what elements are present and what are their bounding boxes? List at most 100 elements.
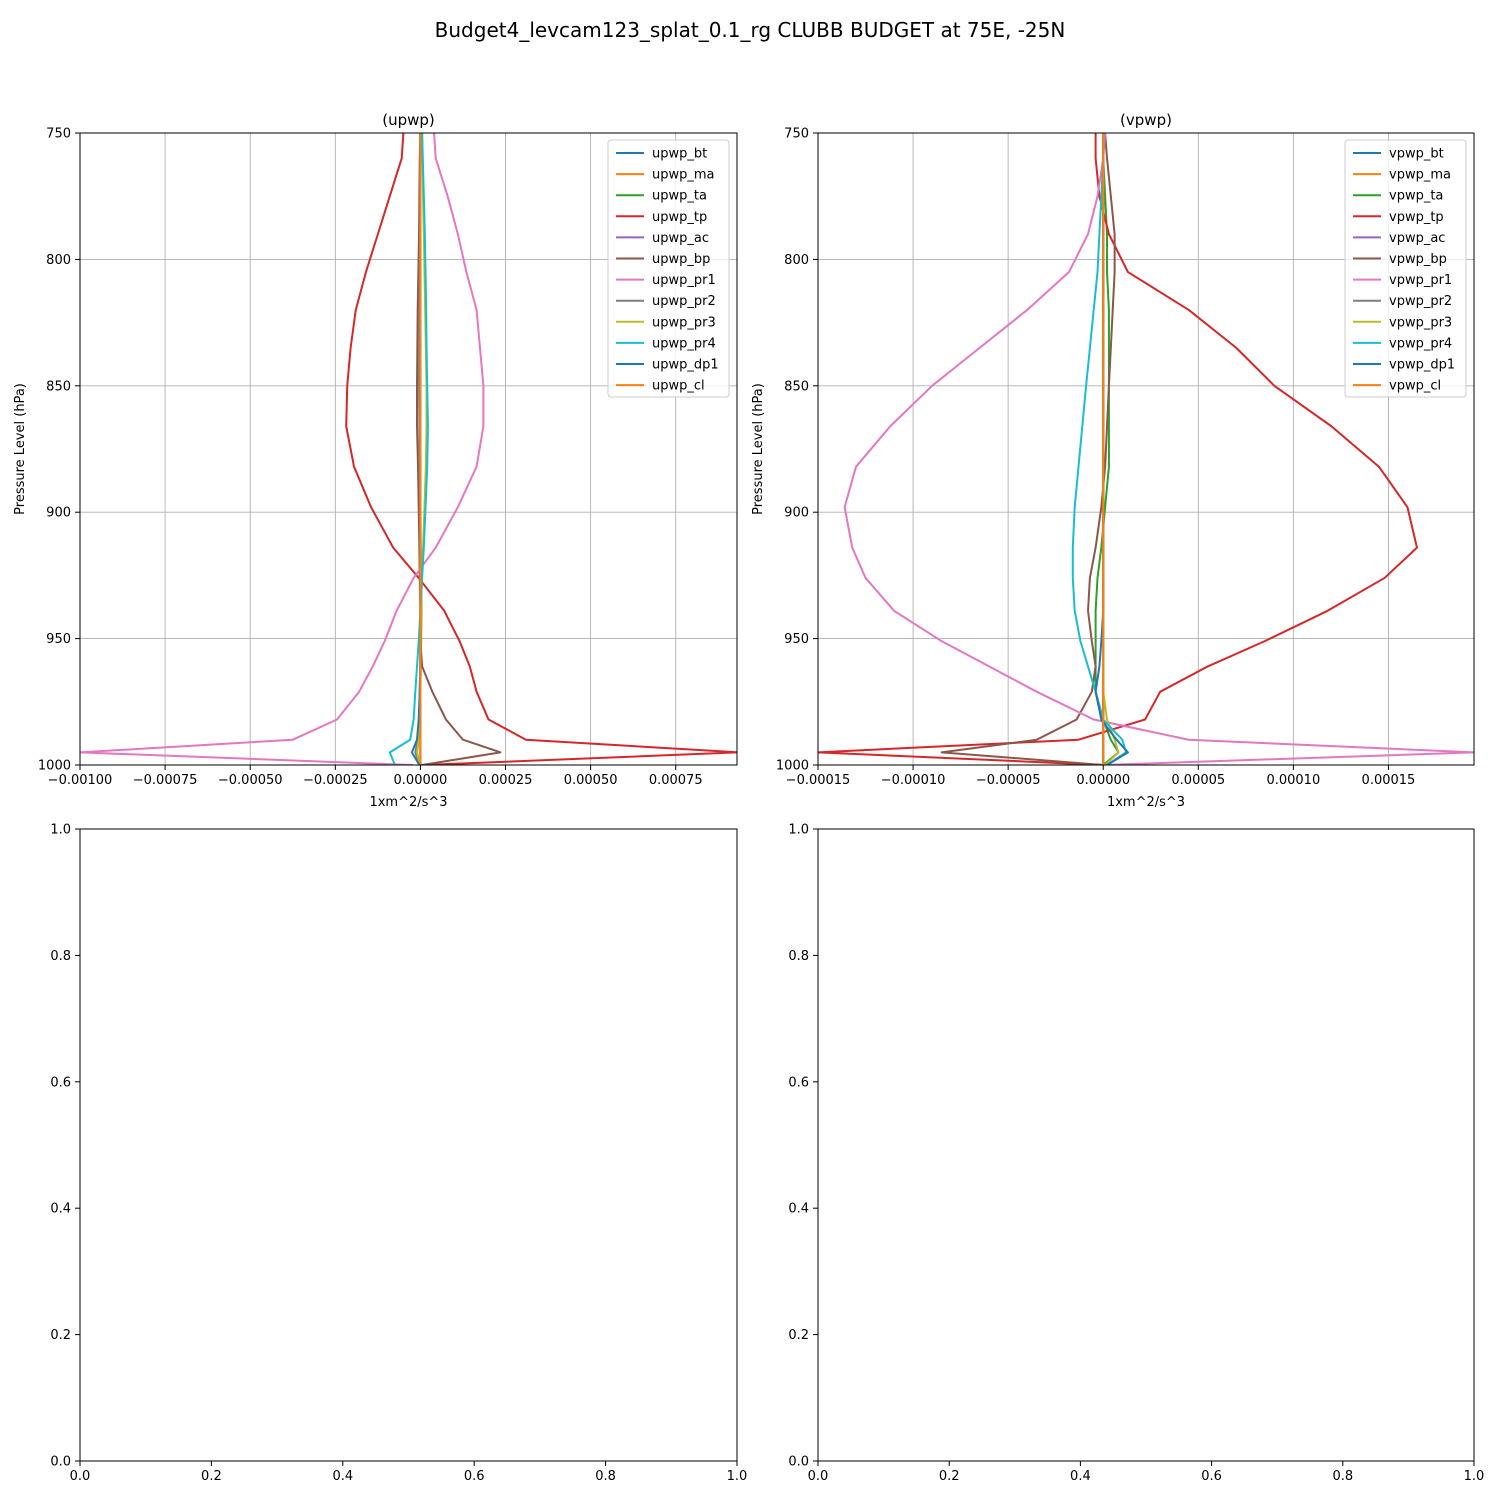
subplot-3: 0.0 0.2 0.4 0.6 0.8 1.0 0.0 0.2 0.4 0.6 0.8 1.0 [50, 823, 747, 1485]
x-tick-label: 0.00000 [1076, 773, 1130, 788]
legend-entry-vpwp_bp: vpwp_bp [1389, 252, 1447, 267]
legend-entry-upwp_ac: upwp_ac [652, 231, 709, 246]
x-tick-label: 0.00000 [394, 773, 448, 788]
x-tick-label: −0.00010 [881, 773, 946, 788]
x-tick-label: 0.00050 [564, 773, 618, 788]
y-tick-label: 0.0 [788, 1455, 809, 1470]
x-tick-label: 0.00010 [1266, 773, 1320, 788]
x-tick-label: −0.00075 [133, 773, 198, 788]
y-tick-label: 0.2 [50, 1328, 71, 1343]
series-line-upwp_pr1 [80, 133, 485, 765]
legend-entry-upwp_pr3: upwp_pr3 [652, 315, 716, 330]
y-axis-label: Pressure Level (hPa) [751, 383, 766, 515]
x-tick-label: 0.00075 [649, 773, 703, 788]
subplot-title: (vpwp) [1120, 111, 1172, 129]
legend-entry-vpwp_bt: vpwp_bt [1389, 147, 1444, 162]
legend-entry-vpwp_pr3: vpwp_pr3 [1389, 315, 1452, 330]
legend: upwp_bt upwp_ma upwp_ta upwp_tp upwp_ac upwp_… [607, 139, 730, 398]
y-tick-label: 1.0 [50, 823, 71, 838]
x-axis-label: 1xm^2/s^3 [369, 795, 447, 810]
x-tick-label: −0.00025 [303, 773, 368, 788]
figure-suptitle: Budget4_levcam123_splat_0.1_rg CLUBB BUD… [435, 18, 1066, 42]
legend-entry-upwp_dp1: upwp_dp1 [652, 358, 719, 373]
x-tick-label: −0.00015 [786, 773, 851, 788]
x-tick-label: 0.4 [1070, 1469, 1091, 1484]
y-axis-label: Pressure Level (hPa) [13, 383, 28, 515]
legend: vpwp_bt vpwp_ma vpwp_ta vpwp_tp vpwp_ac vpwp_… [1344, 139, 1467, 398]
y-tick-label: 0.6 [50, 1075, 71, 1090]
x-tick-label: 0.2 [201, 1469, 222, 1484]
subplot-grid: −0.00100 −0.00075 −0.00050 −0.00025 0.00000 0… [13, 111, 1484, 1484]
legend-entry-vpwp_pr4: vpwp_pr4 [1389, 336, 1452, 351]
legend-box [1344, 139, 1467, 398]
legend-entry-vpwp_dp1: vpwp_dp1 [1389, 358, 1455, 373]
x-tick-label: 0.00005 [1171, 773, 1225, 788]
legend-entry-upwp_ta: upwp_ta [652, 189, 707, 204]
y-tick-label: 950 [784, 632, 809, 647]
y-tick-label: 850 [784, 379, 809, 394]
legend-entry-vpwp_ta: vpwp_ta [1389, 189, 1443, 204]
legend-entry-upwp_cl: upwp_cl [652, 379, 705, 394]
y-tick-label: 750 [46, 127, 71, 142]
axes-frame [79, 828, 738, 1462]
subplot-2: −0.00015 −0.00010 −0.00005 0.00000 0.00005 0.… [751, 111, 1475, 810]
subplot-title: (upwp) [382, 111, 435, 129]
y-tick-label: 800 [46, 253, 71, 268]
y-tick-label: 750 [784, 127, 809, 142]
x-tick-label: 0.4 [332, 1469, 353, 1484]
series-line-upwp_tp [345, 133, 737, 765]
x-axis-label: 1xm^2/s^3 [1107, 795, 1185, 810]
x-tick-label: 0.2 [939, 1469, 960, 1484]
legend-entry-upwp_pr1: upwp_pr1 [652, 273, 716, 288]
legend-entry-upwp_bp: upwp_bp [652, 252, 710, 267]
x-tick-label: 1.0 [1464, 1469, 1485, 1484]
y-tick-label: 0.4 [788, 1202, 809, 1217]
x-tick-label: 0.00025 [479, 773, 533, 788]
axes-frame [817, 828, 1475, 1462]
y-tick-label: 0.0 [50, 1455, 71, 1470]
legend-entry-upwp_tp: upwp_tp [652, 210, 707, 225]
subplot-1: −0.00100 −0.00075 −0.00050 −0.00025 0.00000 0… [13, 111, 738, 810]
x-tick-label: 1.0 [727, 1469, 748, 1484]
legend-entry-vpwp_ac: vpwp_ac [1389, 231, 1445, 246]
legend-entry-vpwp_pr2: vpwp_pr2 [1389, 294, 1452, 309]
legend-entry-vpwp_pr1: vpwp_pr1 [1389, 273, 1452, 288]
y-tick-label: 0.2 [788, 1328, 809, 1343]
series-line-vpwp_bp [940, 133, 1116, 765]
series-line-upwp_bp [416, 133, 502, 765]
legend-entry-vpwp_ma: vpwp_ma [1389, 168, 1451, 183]
x-tick-label: 0.8 [595, 1469, 616, 1484]
x-tick-label: 0.6 [464, 1469, 485, 1484]
y-tick-label: 0.8 [788, 949, 809, 964]
series-group [80, 133, 737, 765]
axes-frame [817, 132, 1475, 766]
series-line-upwp_pr4 [388, 133, 429, 765]
x-tick-label: 0.0 [808, 1469, 829, 1484]
legend-entry-vpwp_tp: vpwp_tp [1389, 210, 1444, 225]
y-tick-label: 1.0 [788, 823, 809, 838]
x-tick-label: 0.8 [1332, 1469, 1353, 1484]
y-tick-label: 0.6 [788, 1075, 809, 1090]
y-tick-label: 0.4 [50, 1202, 71, 1217]
series-line-vpwp_pr4 [1071, 133, 1128, 765]
legend-entry-upwp_bt: upwp_bt [652, 147, 707, 162]
y-tick-label: 950 [46, 632, 71, 647]
y-tick-label: 850 [46, 379, 71, 394]
subplot-4: 0.0 0.2 0.4 0.6 0.8 1.0 0.0 0.2 0.4 0.6 0.8 1.0 [788, 823, 1484, 1485]
series-line-vpwp_pr1 [843, 133, 1474, 765]
legend-entry-upwp_pr4: upwp_pr4 [652, 336, 716, 351]
x-tick-label: 0.0 [70, 1469, 91, 1484]
x-tick-label: 0.00015 [1362, 773, 1416, 788]
y-tick-label: 0.8 [50, 949, 71, 964]
y-tick-label: 1000 [776, 759, 809, 774]
legend-entry-vpwp_cl: vpwp_cl [1389, 379, 1441, 394]
x-tick-label: −0.00050 [218, 773, 283, 788]
legend-box [607, 139, 730, 398]
y-tick-label: 1000 [38, 759, 71, 774]
legend-entry-upwp_ma: upwp_ma [652, 168, 715, 183]
x-tick-label: −0.00100 [48, 773, 113, 788]
series-group [818, 133, 1474, 765]
legend-entry-upwp_pr2: upwp_pr2 [652, 294, 716, 309]
